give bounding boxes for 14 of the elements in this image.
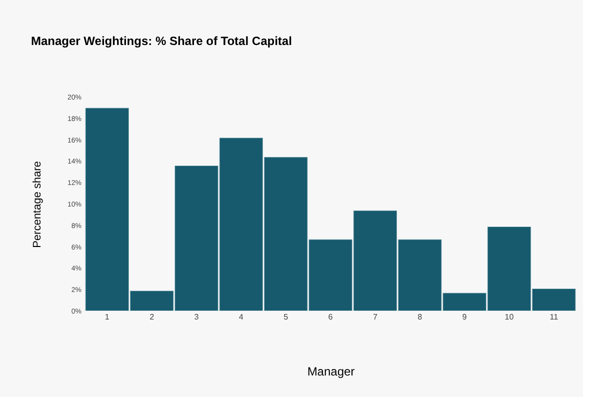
x-tick-label: 3 (194, 312, 200, 322)
x-tick-label: 5 (284, 312, 289, 322)
x-tick-label: 2 (150, 312, 155, 322)
x-tick-label: 11 (550, 312, 559, 322)
chart-title: Manager Weightings: % Share of Total Capital (30, 34, 292, 48)
x-tick-label: 8 (418, 312, 423, 322)
x-axis-title: Manager (307, 364, 355, 378)
x-tick-label: 1 (104, 312, 110, 322)
x-tick-label: 4 (238, 312, 244, 322)
x-tick-label: 10 (504, 312, 514, 322)
x-tick-label: 7 (372, 312, 378, 322)
x-tick-label: 6 (328, 312, 334, 322)
x-tick-label: 9 (462, 312, 468, 322)
y-axis-title: Percentage share (31, 161, 44, 248)
